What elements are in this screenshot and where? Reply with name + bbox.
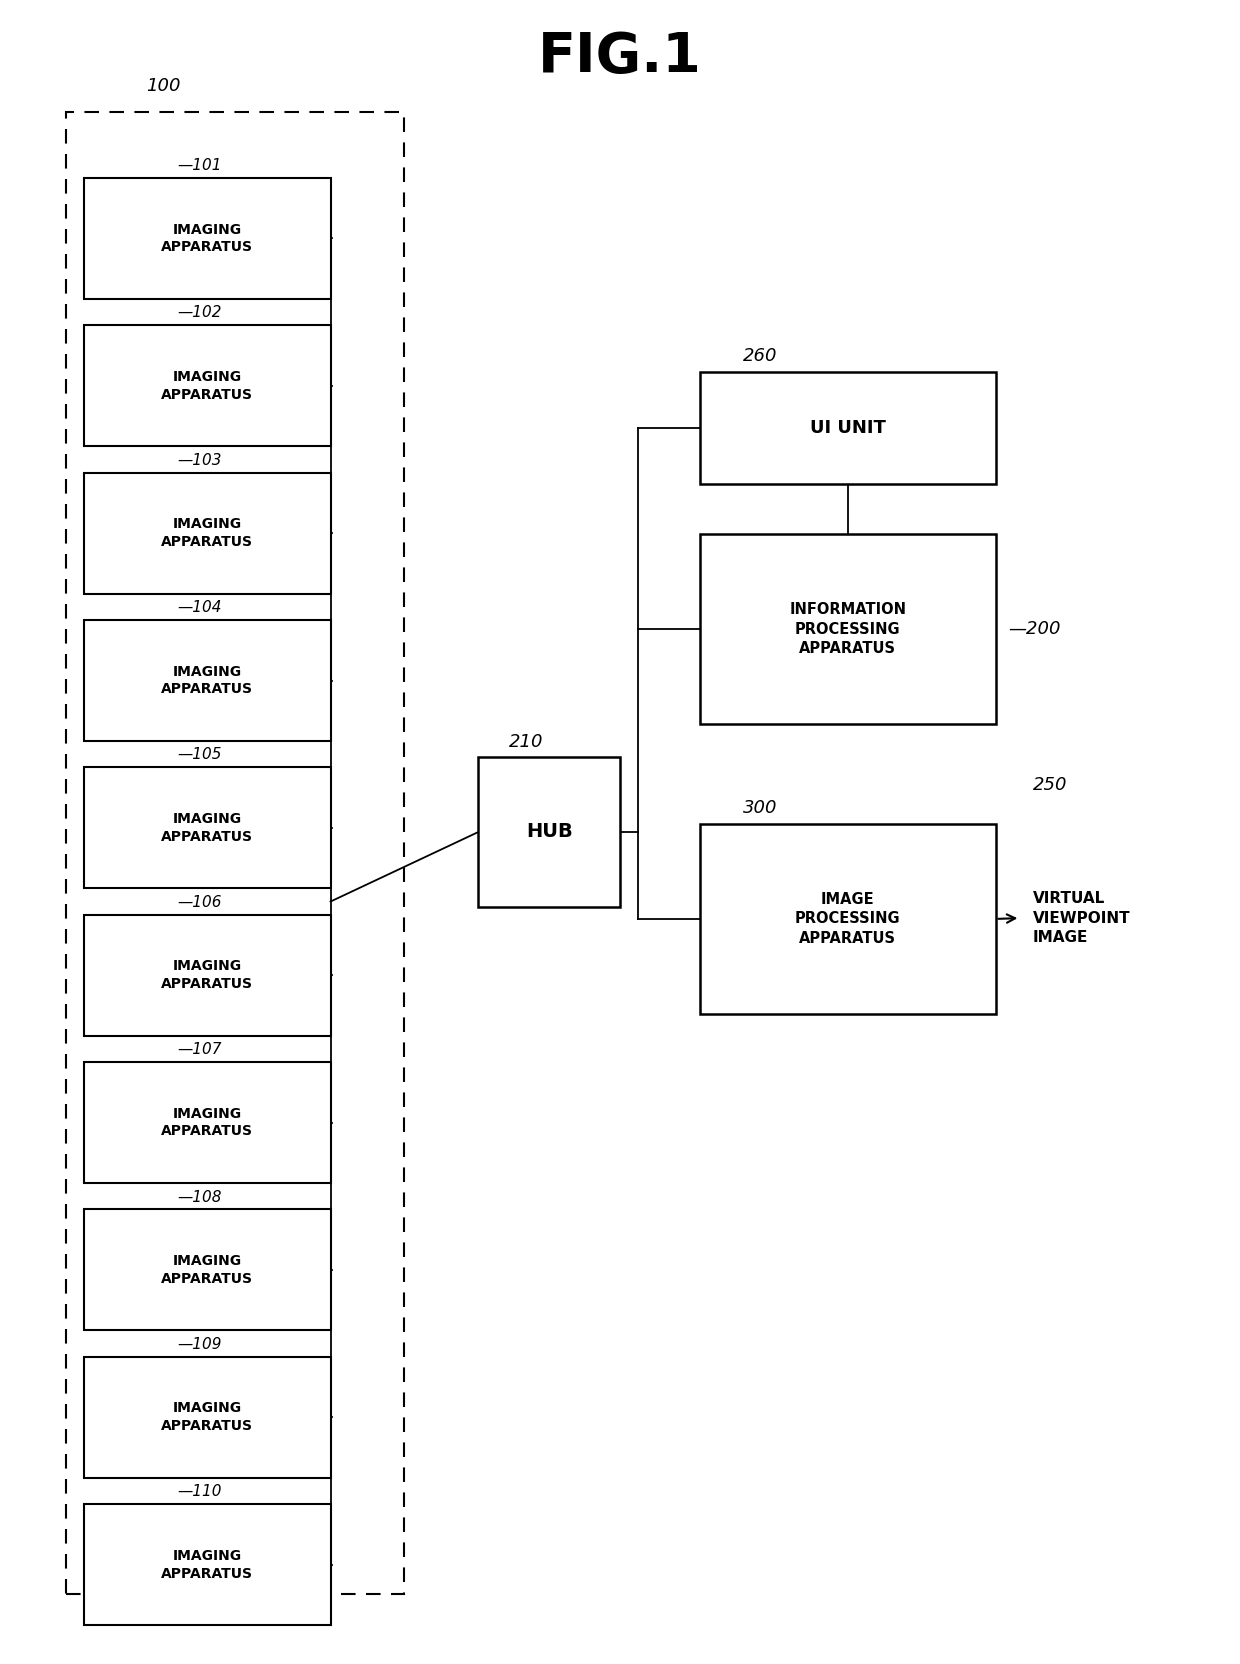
Text: —106: —106 bbox=[177, 895, 222, 910]
Text: IMAGING
APPARATUS: IMAGING APPARATUS bbox=[161, 223, 253, 255]
Text: —109: —109 bbox=[177, 1336, 222, 1351]
Text: IMAGING
APPARATUS: IMAGING APPARATUS bbox=[161, 369, 253, 401]
Text: —104: —104 bbox=[177, 601, 222, 616]
Text: IMAGING
APPARATUS: IMAGING APPARATUS bbox=[161, 664, 253, 697]
Text: 260: 260 bbox=[743, 348, 777, 364]
Text: INFORMATION
PROCESSING
APPARATUS: INFORMATION PROCESSING APPARATUS bbox=[790, 602, 906, 656]
Text: —110: —110 bbox=[177, 1484, 222, 1499]
Text: IMAGING
APPARATUS: IMAGING APPARATUS bbox=[161, 958, 253, 992]
Text: FIG.1: FIG.1 bbox=[538, 30, 702, 85]
FancyBboxPatch shape bbox=[701, 534, 996, 724]
FancyBboxPatch shape bbox=[84, 473, 331, 594]
Text: 100: 100 bbox=[146, 77, 180, 95]
Text: 250: 250 bbox=[1033, 775, 1068, 794]
FancyBboxPatch shape bbox=[84, 1504, 331, 1626]
FancyBboxPatch shape bbox=[84, 1356, 331, 1478]
Text: —101: —101 bbox=[177, 158, 222, 173]
Text: IMAGE
PROCESSING
APPARATUS: IMAGE PROCESSING APPARATUS bbox=[795, 892, 900, 945]
FancyBboxPatch shape bbox=[701, 371, 996, 484]
Text: IMAGING
APPARATUS: IMAGING APPARATUS bbox=[161, 812, 253, 844]
FancyBboxPatch shape bbox=[84, 1062, 331, 1183]
Text: —102: —102 bbox=[177, 306, 222, 321]
Text: IMAGING
APPARATUS: IMAGING APPARATUS bbox=[161, 1401, 253, 1433]
Text: —105: —105 bbox=[177, 747, 222, 762]
FancyBboxPatch shape bbox=[479, 757, 620, 907]
Text: IMAGING
APPARATUS: IMAGING APPARATUS bbox=[161, 1107, 253, 1138]
Text: —108: —108 bbox=[177, 1190, 222, 1205]
Text: 210: 210 bbox=[510, 732, 543, 750]
Text: VIRTUAL
VIEWPOINT
IMAGE: VIRTUAL VIEWPOINT IMAGE bbox=[1033, 892, 1130, 945]
FancyBboxPatch shape bbox=[701, 824, 996, 1013]
Text: IMAGING
APPARATUS: IMAGING APPARATUS bbox=[161, 1549, 253, 1581]
Text: —200: —200 bbox=[1008, 621, 1060, 639]
Text: —107: —107 bbox=[177, 1042, 222, 1057]
Text: IMAGING
APPARATUS: IMAGING APPARATUS bbox=[161, 518, 253, 549]
FancyBboxPatch shape bbox=[84, 621, 331, 740]
FancyBboxPatch shape bbox=[84, 767, 331, 889]
Text: 300: 300 bbox=[743, 799, 777, 817]
Text: HUB: HUB bbox=[526, 822, 573, 842]
FancyBboxPatch shape bbox=[84, 326, 331, 446]
Text: IMAGING
APPARATUS: IMAGING APPARATUS bbox=[161, 1255, 253, 1286]
FancyBboxPatch shape bbox=[84, 915, 331, 1035]
Text: UI UNIT: UI UNIT bbox=[810, 419, 885, 438]
FancyBboxPatch shape bbox=[84, 178, 331, 300]
Text: —103: —103 bbox=[177, 453, 222, 468]
FancyBboxPatch shape bbox=[84, 1210, 331, 1330]
